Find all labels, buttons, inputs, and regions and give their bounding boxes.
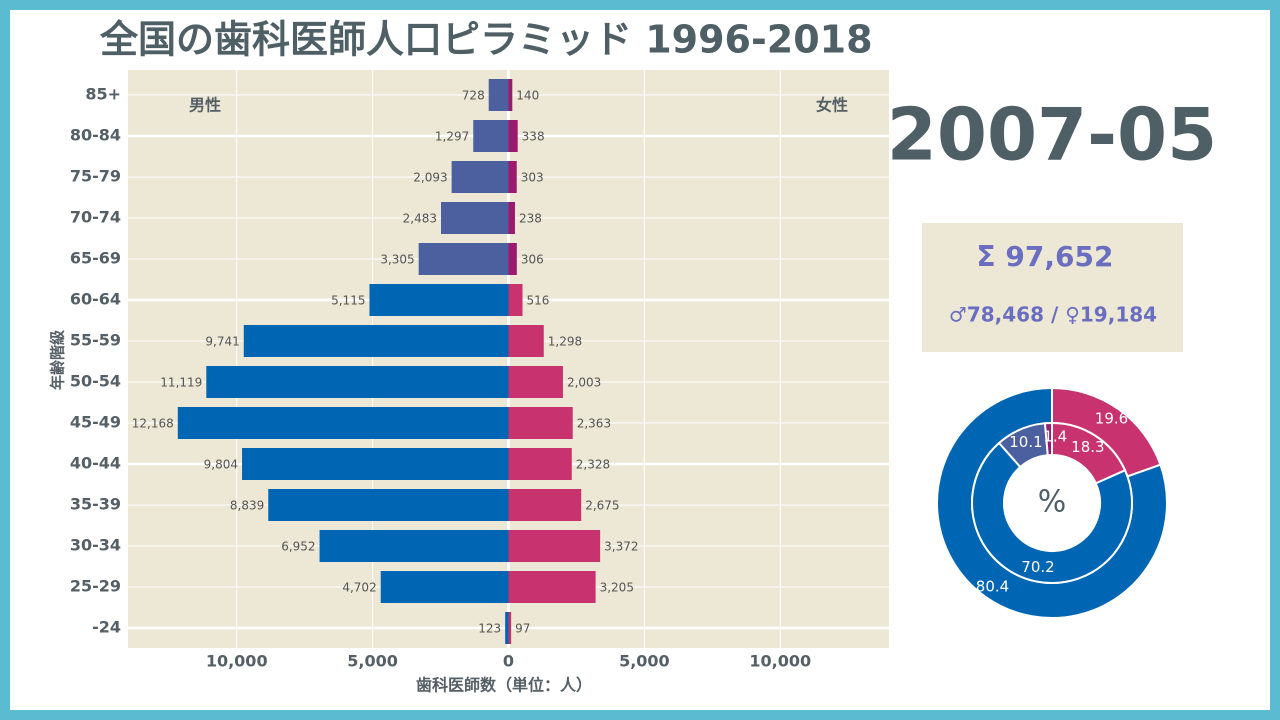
value-label: 2,003 xyxy=(567,376,601,390)
bar xyxy=(441,202,509,234)
donut-slice xyxy=(1043,421,1053,457)
value-label: 1,297 xyxy=(435,130,469,144)
donut-label: 19.6 xyxy=(1095,409,1128,427)
bar xyxy=(508,366,563,398)
sex-totals: ♂78,468 / ♀19,184 xyxy=(949,303,1157,327)
y-tick-label: 35-39 xyxy=(70,495,121,514)
value-label: 3,205 xyxy=(600,581,634,595)
value-label: 303 xyxy=(521,171,544,185)
value-label: 1,298 xyxy=(548,335,582,349)
value-label: 140 xyxy=(516,89,539,103)
bar xyxy=(508,161,517,193)
donut-label: 70.2 xyxy=(1021,558,1054,576)
bar xyxy=(243,325,509,357)
y-tick-label: 85+ xyxy=(85,85,121,104)
value-label: 12,168 xyxy=(132,417,174,431)
value-label: 338 xyxy=(522,130,545,144)
value-label: 238 xyxy=(519,212,542,226)
donut-slice xyxy=(971,441,1133,584)
y-tick-label: 80-84 xyxy=(70,126,121,145)
value-label: 123 xyxy=(478,622,501,636)
value-label: 3,305 xyxy=(380,253,414,267)
y-tick-label: 65-69 xyxy=(70,249,121,268)
bar xyxy=(508,489,582,521)
value-label: 516 xyxy=(527,294,550,308)
x-tick-label: 5,000 xyxy=(347,652,398,671)
bar xyxy=(508,612,512,644)
x-tick-label: 10,000 xyxy=(206,652,268,671)
bar xyxy=(508,202,515,234)
bar xyxy=(268,489,509,521)
value-label: 3,372 xyxy=(604,540,638,554)
x-tick-label: 10,000 xyxy=(749,652,811,671)
y-tick-label: 45-49 xyxy=(70,413,121,432)
y-tick-label: 30-34 xyxy=(70,536,121,555)
bar xyxy=(488,79,509,111)
y-tick-label: 75-79 xyxy=(70,167,121,186)
value-label: 6,952 xyxy=(281,540,315,554)
value-label: 2,483 xyxy=(403,212,437,226)
y-tick-label: 50-54 xyxy=(70,372,121,391)
y-tick-label: 60-64 xyxy=(70,290,121,309)
bar xyxy=(473,120,509,152)
bar xyxy=(508,325,544,357)
x-axis-label: 歯科医師数（単位：人） xyxy=(416,676,592,695)
value-label: 9,741 xyxy=(205,335,239,349)
value-label: 8,839 xyxy=(230,499,264,513)
value-label: 2,093 xyxy=(413,171,447,185)
value-label: 9,804 xyxy=(204,458,238,472)
y-tick-label: 40-44 xyxy=(70,454,121,473)
bar xyxy=(508,79,513,111)
donut-center-label: % xyxy=(1038,485,1067,520)
bar xyxy=(206,366,509,398)
chart-title: 全国の歯科医師人口ピラミッド 1996-2018 xyxy=(99,18,873,62)
legend-label: 女性 xyxy=(816,96,848,115)
y-axis-label: 年齢階級 xyxy=(49,330,67,390)
value-label: 2,363 xyxy=(577,417,611,431)
donut-label: 18.3 xyxy=(1071,438,1104,456)
bar xyxy=(508,120,518,152)
value-label: 11,119 xyxy=(160,376,202,390)
legend-label: 男性 xyxy=(189,96,221,115)
donut-label: 1.4 xyxy=(1043,428,1067,446)
bar xyxy=(508,243,517,275)
value-label: 2,675 xyxy=(585,499,619,513)
value-label: 97 xyxy=(515,622,530,636)
y-tick-label: 70-74 xyxy=(70,208,121,227)
donut-label: 10.1 xyxy=(1009,433,1042,451)
bar xyxy=(508,571,596,603)
bar xyxy=(177,407,509,439)
y-tick-label: 55-59 xyxy=(70,331,121,350)
value-label: 4,702 xyxy=(342,581,376,595)
value-label: 5,115 xyxy=(331,294,365,308)
y-tick-label: 25-29 xyxy=(70,577,121,596)
bar xyxy=(369,284,509,316)
bar xyxy=(508,448,572,480)
x-tick-label: 5,000 xyxy=(619,652,670,671)
bar xyxy=(508,284,523,316)
date-label: 2007-05 xyxy=(887,93,1217,177)
bar xyxy=(505,612,509,644)
bar xyxy=(242,448,509,480)
x-tick-label: 0 xyxy=(503,652,514,671)
bar xyxy=(508,407,573,439)
summary-panel xyxy=(922,223,1183,352)
donut-label: 80.4 xyxy=(976,578,1009,596)
bar xyxy=(418,243,509,275)
value-label: 728 xyxy=(462,89,485,103)
bar xyxy=(319,530,509,562)
bar xyxy=(451,161,509,193)
value-label: 306 xyxy=(521,253,544,267)
value-label: 2,328 xyxy=(576,458,610,472)
y-tick-label: -24 xyxy=(92,618,121,637)
bar xyxy=(380,571,509,603)
bar xyxy=(508,530,601,562)
total-label: Σ 97,652 xyxy=(977,240,1114,273)
